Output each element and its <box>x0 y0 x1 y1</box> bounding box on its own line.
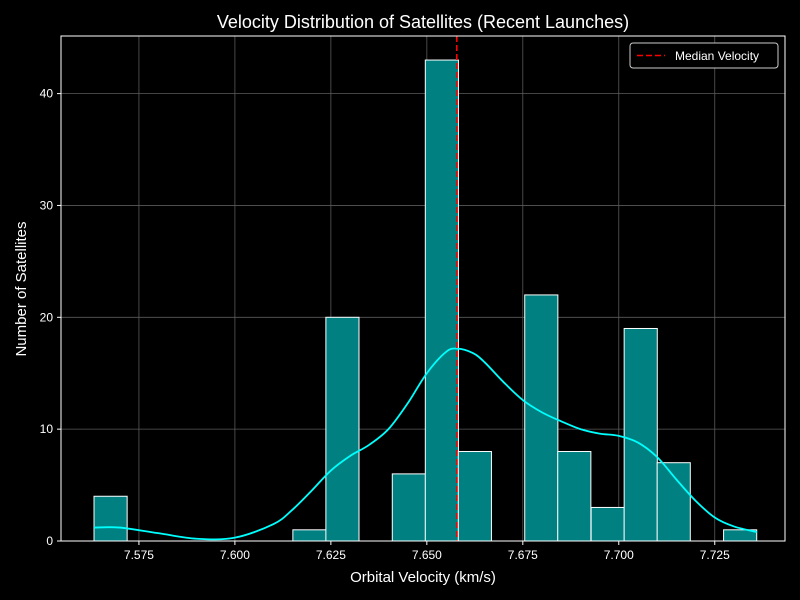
x-tick-label: 7.725 <box>700 548 730 562</box>
histogram-bar <box>325 316 360 542</box>
y-tick-label: 30 <box>40 198 54 212</box>
x-axis-ticks: 7.575 7.600 7.625 7.650 7.675 7.700 7.725 <box>124 541 730 562</box>
histogram-bar <box>424 59 459 542</box>
legend-box <box>629 42 779 69</box>
kde-curve <box>94 347 758 541</box>
y-tick-label: 0 <box>46 534 53 548</box>
plot-frame <box>60 35 786 542</box>
chart-title: Velocity Distribution of Satellites (Rec… <box>217 12 629 32</box>
histogram-bar <box>623 327 658 542</box>
histogram-bar <box>656 462 691 542</box>
x-tick-label: 7.650 <box>412 548 442 562</box>
y-axis-title: Number of Satellites <box>13 221 30 356</box>
y-tick-label: 10 <box>40 422 54 436</box>
histogram-bar <box>391 473 426 542</box>
histogram-bar <box>457 451 492 542</box>
y-tick-label: 40 <box>40 87 54 101</box>
legend: Median Velocity <box>629 42 779 69</box>
histogram-bar <box>93 495 128 542</box>
kde-layer <box>94 347 758 541</box>
x-tick-label: 7.600 <box>220 548 250 562</box>
x-tick-label: 7.575 <box>124 548 154 562</box>
legend-median-label: Median Velocity <box>675 49 759 63</box>
histogram-bar <box>557 451 592 542</box>
x-axis-title: Orbital Velocity (km/s) <box>350 569 496 586</box>
y-tick-label: 20 <box>40 310 54 324</box>
histogram-bar <box>590 506 625 542</box>
x-tick-label: 7.625 <box>316 548 346 562</box>
y-axis-ticks: 0 10 20 30 40 <box>40 87 61 548</box>
histogram-bar <box>292 529 327 542</box>
x-tick-label: 7.675 <box>508 548 538 562</box>
x-tick-label: 7.700 <box>604 548 634 562</box>
